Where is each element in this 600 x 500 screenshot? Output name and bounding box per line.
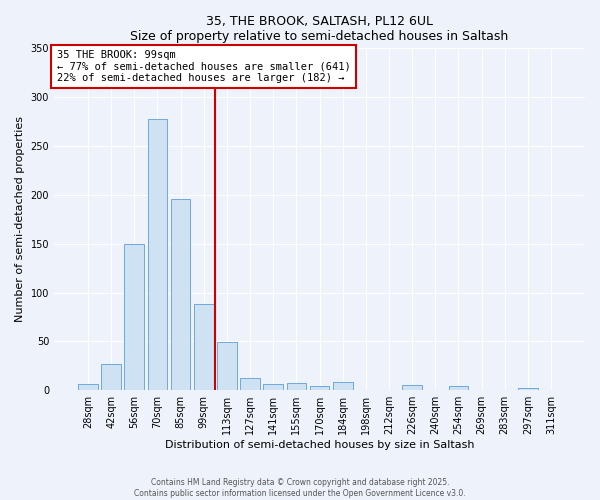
Y-axis label: Number of semi-detached properties: Number of semi-detached properties <box>15 116 25 322</box>
Bar <box>171 199 190 390</box>
Bar <box>78 384 98 390</box>
Bar <box>263 384 283 390</box>
Bar <box>310 386 329 390</box>
Bar <box>240 378 260 390</box>
Bar <box>217 342 237 390</box>
Bar <box>333 382 353 390</box>
Bar <box>402 386 422 390</box>
Bar <box>194 304 214 390</box>
Bar <box>148 118 167 390</box>
Bar <box>518 388 538 390</box>
Text: 35 THE BROOK: 99sqm
← 77% of semi-detached houses are smaller (641)
22% of semi-: 35 THE BROOK: 99sqm ← 77% of semi-detach… <box>56 50 350 83</box>
Text: Contains HM Land Registry data © Crown copyright and database right 2025.
Contai: Contains HM Land Registry data © Crown c… <box>134 478 466 498</box>
Bar <box>124 244 144 390</box>
Title: 35, THE BROOK, SALTASH, PL12 6UL
Size of property relative to semi-detached hous: 35, THE BROOK, SALTASH, PL12 6UL Size of… <box>130 15 509 43</box>
Bar <box>287 384 306 390</box>
Bar <box>449 386 468 390</box>
Bar <box>101 364 121 390</box>
X-axis label: Distribution of semi-detached houses by size in Saltash: Distribution of semi-detached houses by … <box>165 440 474 450</box>
